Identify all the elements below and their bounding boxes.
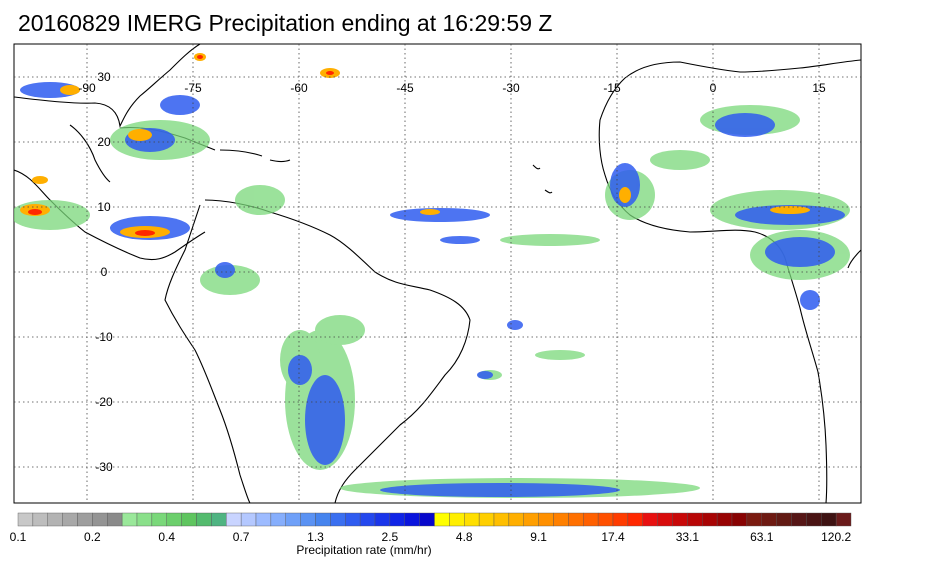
colorbar-tick-label: 17.4 xyxy=(601,530,625,544)
colorbar-tick-label: 0.2 xyxy=(84,530,101,544)
lat-tick-label: -10 xyxy=(95,330,113,344)
colorbar-tick-label: 120.2 xyxy=(821,530,852,544)
map-title: 20160829 IMERG Precipitation ending at 1… xyxy=(18,10,553,36)
colorbar-tick-label: 63.1 xyxy=(750,530,774,544)
lon-tick-label: -75 xyxy=(184,81,202,95)
lon-tick-label: -60 xyxy=(290,81,308,95)
lon-tick-label: 15 xyxy=(812,81,826,95)
lon-tick-label: -45 xyxy=(396,81,414,95)
colorbar-tick-label: 9.1 xyxy=(530,530,547,544)
lon-tick-label: 0 xyxy=(710,81,717,95)
colorbar-tick-label: 33.1 xyxy=(675,530,700,544)
lat-tick-label: 10 xyxy=(97,200,111,214)
colorbar-tick-label: 0.7 xyxy=(232,530,250,544)
lon-tick-label: -30 xyxy=(502,81,520,95)
colorbar-tick-label: 1.3 xyxy=(307,530,324,544)
colorbar-tick-label: 0.1 xyxy=(9,530,27,544)
colorbar-title: Precipitation rate (mm/hr) xyxy=(296,543,432,557)
precipitation-map: -90 -75 -60 -45 -30 -15 0 15 30 20 10 0 … xyxy=(13,43,862,504)
colorbar-tick-label: 2.5 xyxy=(381,530,399,544)
colorbar-tick-label: 0.4 xyxy=(158,530,176,544)
map-gridlines xyxy=(14,44,861,503)
lat-tick-label: -20 xyxy=(95,395,113,409)
lat-tick-label: 0 xyxy=(101,265,108,279)
lat-tick-label: 30 xyxy=(97,70,111,84)
precipitation-field xyxy=(14,53,850,498)
lat-tick-label: 20 xyxy=(97,135,111,149)
colorbar-tick-label: 4.8 xyxy=(455,530,473,544)
lat-tick-label: -30 xyxy=(95,460,113,474)
lon-tick-label: -90 xyxy=(78,81,96,95)
lon-tick-label: -15 xyxy=(603,81,621,95)
